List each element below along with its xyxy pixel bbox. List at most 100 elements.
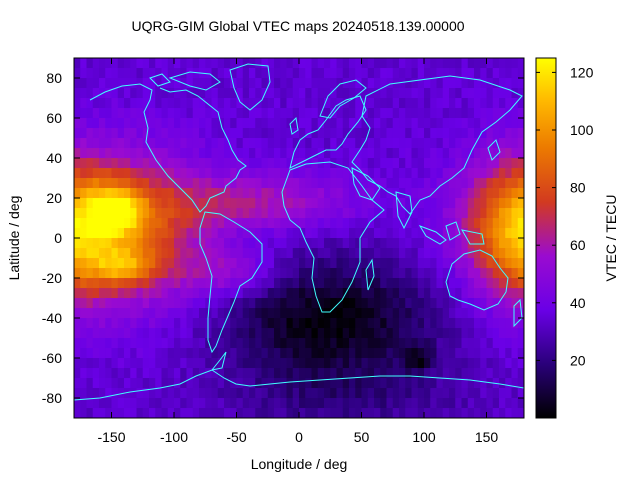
- coastline-antarctica: [74, 369, 524, 401]
- heatmap-cell: [449, 288, 456, 299]
- heatmap-cell: [355, 388, 363, 399]
- heatmap-cell: [167, 108, 175, 119]
- heatmap-cell: [242, 328, 250, 339]
- heatmap-cell: [224, 398, 231, 409]
- heatmap-cell: [374, 88, 381, 99]
- heatmap-cell: [142, 88, 150, 99]
- heatmap-cell: [467, 218, 475, 229]
- heatmap-cell: [267, 178, 275, 189]
- heatmap-cell: [436, 128, 444, 139]
- heatmap-cell: [136, 178, 144, 189]
- heatmap-cell: [280, 98, 288, 109]
- heatmap-cell: [417, 148, 425, 159]
- heatmap-cell: [74, 318, 81, 329]
- heatmap-cell: [499, 58, 506, 69]
- heatmap-cell: [142, 158, 150, 169]
- heatmap-cell: [174, 318, 181, 329]
- heatmap-cell: [292, 78, 300, 89]
- heatmap-cell: [349, 318, 356, 329]
- heatmap-cell: [511, 138, 519, 149]
- heatmap-cell: [424, 178, 431, 189]
- heatmap-cell: [405, 168, 413, 179]
- heatmap-cell: [292, 198, 300, 209]
- heatmap-cell: [374, 268, 381, 279]
- heatmap-cell: [217, 278, 225, 289]
- heatmap-cell: [492, 98, 500, 109]
- heatmap-cell: [486, 188, 494, 199]
- heatmap-cell: [111, 338, 119, 349]
- heatmap-cell: [436, 228, 444, 239]
- coastline-south-america: [199, 211, 263, 354]
- heatmap-cell: [292, 218, 300, 229]
- heatmap-cell: [361, 88, 369, 99]
- heatmap-cell: [261, 128, 269, 139]
- heatmap-cell: [105, 308, 113, 319]
- heatmap-cell: [461, 288, 469, 299]
- heatmap-cell: [180, 328, 188, 339]
- heatmap-cell: [211, 78, 219, 89]
- heatmap-cell: [242, 218, 250, 229]
- heatmap-cell: [492, 58, 500, 69]
- heatmap-cell: [336, 258, 344, 269]
- heatmap-cell: [180, 138, 188, 149]
- heatmap-cell: [199, 198, 206, 209]
- heatmap-cell: [305, 268, 313, 279]
- heatmap-cell: [424, 198, 431, 209]
- heatmap-cell: [217, 258, 225, 269]
- heatmap-cell: [167, 408, 175, 418]
- heatmap-cell: [292, 308, 300, 319]
- heatmap-cell: [186, 288, 194, 299]
- heatmap-cell: [392, 158, 400, 169]
- heatmap-cell: [467, 308, 475, 319]
- heatmap-cell: [267, 268, 275, 279]
- heatmap-cell: [117, 308, 125, 319]
- heatmap-cell: [455, 298, 463, 309]
- heatmap-cell: [261, 338, 269, 349]
- heatmap-cell: [92, 228, 100, 239]
- heatmap-cell: [499, 158, 506, 169]
- heatmap-cell: [130, 278, 138, 289]
- heatmap-cell: [99, 178, 106, 189]
- x-tick-label: 100: [412, 429, 436, 445]
- heatmap-cell: [324, 358, 331, 369]
- heatmap-cell: [361, 328, 369, 339]
- heatmap-cell: [349, 238, 356, 249]
- heatmap-cell: [280, 288, 288, 299]
- heatmap-cell: [242, 278, 250, 289]
- heatmap-cell: [217, 88, 225, 99]
- heatmap-cell: [274, 198, 281, 209]
- heatmap-cell: [205, 328, 213, 339]
- heatmap-cell: [80, 288, 88, 299]
- heatmap-cell: [305, 388, 313, 399]
- heatmap-cell: [111, 208, 119, 219]
- heatmap-cell: [399, 358, 406, 369]
- heatmap-cell: [305, 168, 313, 179]
- heatmap-cell: [124, 308, 131, 319]
- heatmap-cell: [99, 308, 106, 319]
- heatmap-cell: [355, 178, 363, 189]
- heatmap-cell: [405, 188, 413, 199]
- heatmap-cell: [161, 268, 169, 279]
- heatmap-cell: [442, 138, 450, 149]
- heatmap-cell: [99, 68, 106, 79]
- heatmap-cell: [174, 178, 181, 189]
- heatmap-cell: [336, 238, 344, 249]
- heatmap-cell: [499, 148, 506, 159]
- heatmap-cell: [380, 208, 388, 219]
- heatmap-cell: [517, 308, 524, 319]
- heatmap-cell: [467, 248, 475, 259]
- heatmap-cell: [74, 188, 81, 199]
- heatmap-cell: [199, 328, 206, 339]
- heatmap-cell: [299, 258, 306, 269]
- heatmap-cell: [86, 368, 94, 379]
- heatmap-cell: [199, 98, 206, 109]
- heatmap-cell: [430, 358, 438, 369]
- heatmap-cell: [236, 58, 244, 69]
- heatmap-cell: [336, 118, 344, 129]
- heatmap-cell: [255, 318, 263, 329]
- heatmap-cell: [405, 398, 413, 409]
- heatmap-cell: [361, 118, 369, 129]
- heatmap-cell: [242, 318, 250, 329]
- heatmap-cell: [167, 218, 175, 229]
- heatmap-cell: [405, 258, 413, 269]
